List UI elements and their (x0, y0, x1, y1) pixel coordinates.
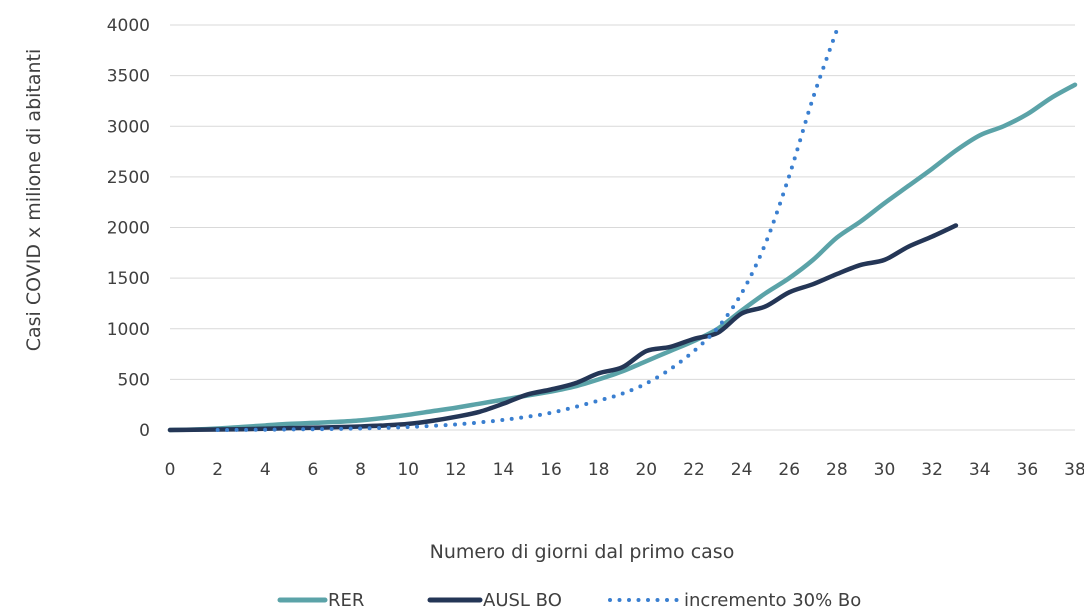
x-tick-labels: 0 2 4 6 8 10 12 14 16 18 20 22 24 26 28 30 32 34 36 38 (165, 460, 1084, 480)
gridlines (170, 24, 1075, 431)
x-tick-label: 0 (165, 460, 176, 480)
x-tick-label: 2 (212, 460, 223, 480)
x-tick-label: 36 (1017, 460, 1039, 480)
series-line-0 (167, 82, 1078, 433)
series-line-2 (215, 28, 839, 432)
x-tick-label: 16 (540, 460, 562, 480)
x-tick-label: 20 (635, 460, 657, 480)
y-tick-label: 3000 (107, 117, 150, 137)
x-tick-label: 24 (731, 460, 753, 480)
x-tick-label: 28 (826, 460, 848, 480)
x-axis-title: Numero di giorni dal primo caso (430, 541, 735, 563)
x-tick-label: 30 (874, 460, 896, 480)
series-line-1 (167, 223, 959, 433)
x-tick-label: 26 (778, 460, 800, 480)
y-tick-labels: 0 500 1000 1500 2000 2500 3000 3500 4000 (107, 16, 150, 441)
x-tick-label: 4 (260, 460, 271, 480)
x-tick-label: 32 (921, 460, 943, 480)
y-tick-label: 4000 (107, 16, 150, 36)
x-tick-label: 8 (355, 460, 366, 480)
x-tick-label: 10 (397, 460, 419, 480)
x-tick-label: 12 (445, 460, 467, 480)
legend-label-0: RER (328, 590, 364, 610)
x-tick-label: 18 (588, 460, 610, 480)
y-tick-label: 3500 (107, 67, 150, 87)
x-tick-label: 22 (683, 460, 705, 480)
y-tick-label: 1000 (107, 320, 150, 340)
legend-label-2: incremento 30% Bo (684, 590, 861, 610)
y-tick-label: 2500 (107, 168, 150, 188)
legend-label-1: AUSL BO (483, 590, 562, 610)
legend: RER AUSL BO incremento 30% Bo (277, 590, 861, 610)
y-tick-label: 0 (139, 421, 150, 441)
x-tick-label: 38 (1064, 460, 1084, 480)
x-tick-label: 34 (969, 460, 991, 480)
x-tick-label: 14 (493, 460, 515, 480)
y-axis-title: Casi COVID x milione di abitanti (23, 49, 45, 352)
x-tick-label: 6 (307, 460, 318, 480)
y-tick-label: 500 (118, 370, 150, 390)
series-lines (167, 28, 1078, 433)
y-tick-label: 2000 (107, 219, 150, 239)
y-tick-label: 1500 (107, 269, 150, 289)
